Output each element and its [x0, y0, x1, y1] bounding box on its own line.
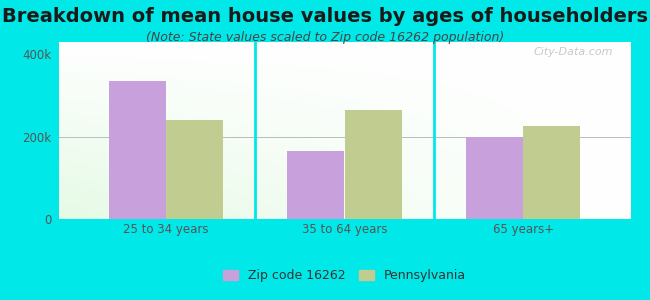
Bar — [287, 151, 344, 219]
Text: (Note: State values scaled to Zip code 16262 population): (Note: State values scaled to Zip code 1… — [146, 32, 504, 44]
Text: City-Data.com: City-Data.com — [534, 47, 614, 57]
Bar — [466, 137, 523, 219]
Bar — [344, 110, 402, 219]
Legend: Zip code 16262, Pennsylvania: Zip code 16262, Pennsylvania — [218, 264, 471, 287]
Bar — [523, 126, 580, 219]
Text: Breakdown of mean house values by ages of householders: Breakdown of mean house values by ages o… — [2, 8, 648, 26]
Bar — [166, 120, 223, 219]
Bar — [109, 81, 166, 219]
